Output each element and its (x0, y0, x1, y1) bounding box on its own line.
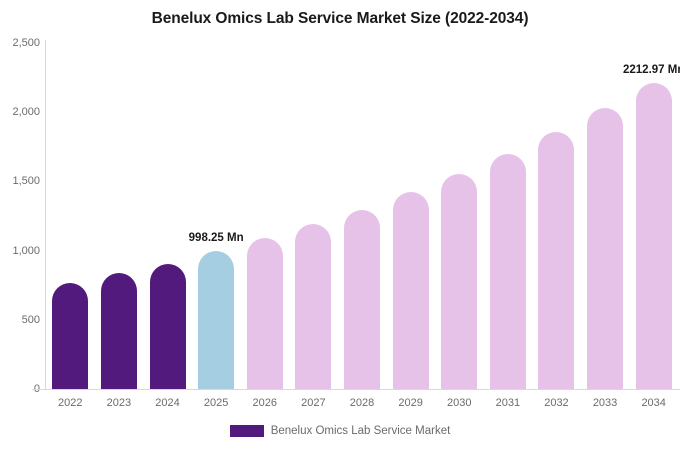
bar-2024[interactable] (149, 263, 186, 389)
bar-2025[interactable] (198, 250, 235, 389)
legend-swatch-benelux-omics-lab-service-market (229, 425, 264, 437)
x-axis-tick-label-2031: 2031 (495, 397, 521, 409)
y-axis-tick-label: 1,000 (12, 244, 40, 257)
bar-2034[interactable] (635, 82, 672, 389)
x-axis-tick-label-2027: 2027 (301, 397, 326, 409)
bar-value-label-2025: 998.25 Mn (188, 231, 244, 244)
bar-2032[interactable] (538, 131, 575, 389)
bar-2033[interactable] (587, 108, 624, 389)
y-axis-tick-label: 2,000 (12, 106, 40, 119)
legend-label-benelux-omics-lab-service-market: Benelux Omics Lab Service Market (270, 425, 451, 437)
x-axis-tick-label-2025: 2025 (203, 397, 229, 409)
bar-2022[interactable] (52, 283, 89, 389)
bar-2027[interactable] (295, 224, 332, 389)
chart-title: Benelux Omics Lab Service Market Size (2… (151, 10, 529, 27)
chart-legend: Benelux Omics Lab Service Market (0, 425, 680, 437)
x-axis-tick-label-2026: 2026 (252, 397, 277, 409)
bar-2023[interactable] (100, 273, 137, 389)
x-axis-line (32, 389, 680, 390)
y-axis-tick-label: 500 (21, 313, 40, 326)
x-axis-tick-label-2030: 2030 (446, 397, 472, 409)
x-axis-tick-label-2029: 2029 (398, 397, 423, 409)
y-axis-tick-label: 2,500 (12, 37, 40, 49)
x-axis-tick-label-2033: 2033 (592, 397, 618, 409)
bar-2031[interactable] (489, 154, 526, 389)
bar-2030[interactable] (441, 174, 478, 389)
bar-2026[interactable] (246, 238, 283, 389)
y-axis-line (45, 40, 46, 390)
bar-2029[interactable] (392, 192, 429, 389)
x-axis-tick-label-2022: 2022 (58, 397, 83, 409)
x-axis-tick-label-2024: 2024 (155, 397, 180, 409)
x-axis-tick-label-2034: 2034 (641, 397, 666, 409)
bar-2028[interactable] (344, 209, 380, 389)
x-axis-tick-label-2023: 2023 (106, 397, 132, 409)
x-axis-tick-label-2032: 2032 (544, 397, 569, 409)
x-axis-tick-label-2028: 2028 (349, 397, 375, 409)
bar-value-label-2034: 2212.97 Mn (623, 63, 680, 76)
y-axis-tick-label: 1,500 (12, 175, 40, 188)
